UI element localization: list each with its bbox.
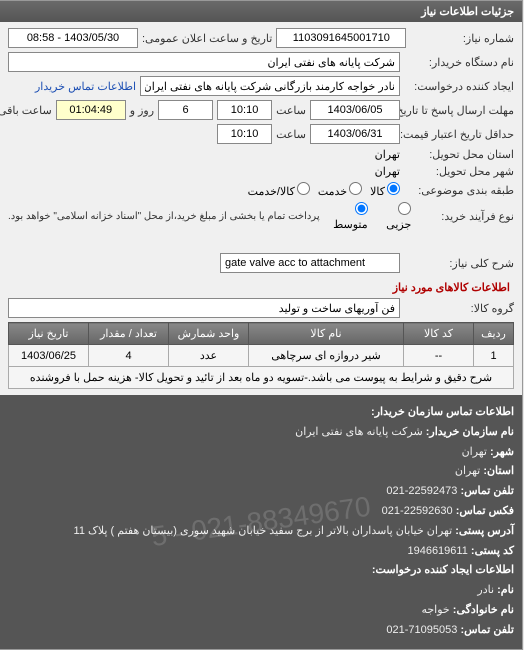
process-note: پرداخت تمام یا بخشی از مبلغ خرید،از محل … [9,211,321,222]
col-row: ردیف [475,323,515,345]
c-city-label: شهر: [491,446,515,458]
cell-date: 1403/06/25 [10,345,90,367]
table-row: 1 -- شیر دروازه ای سرچاهی عدد 4 1403/06/… [10,345,515,367]
c-postal: 1946619611 [408,545,468,557]
table-desc-row: شرح دقیق و شرایط به پیوست می باشد.-تسویه… [10,367,515,389]
radio-small-label[interactable]: جزیی [377,202,413,231]
group-field [9,298,401,318]
subject-type-group: کالا خدمت کالا/خدمت [249,182,401,198]
price-deadline-label: حداقل تاریخ اعتبار قیمت: تا تاریخ: [405,128,515,141]
creator-field [141,76,401,96]
panel-title: جزئیات اطلاعات نیاز [1,1,523,22]
c-city: تهران [463,446,488,458]
c-org: شرکت پایانه های نفتی ایران [296,426,424,438]
radio-medium[interactable] [356,202,369,215]
c-province: تهران [456,465,481,477]
cell-name: شیر دروازه ای سرچاهی [250,345,405,367]
group-label: گروه کالا: [405,302,515,315]
c-name: نادر [478,584,495,596]
c-name-label: نام: [498,584,515,596]
c-address-label: آدرس پستی: [456,525,515,537]
c-phone: 22592473-021 [387,485,458,497]
radio-goods-service-label[interactable]: کالا/خدمت [249,182,311,198]
deadline-label: مهلت ارسال پاسخ تا تاریخ: [405,104,515,117]
process-type-group: جزیی متوسط [325,202,413,231]
remain-label: ساعت باقی مانده [0,104,53,117]
c-lname-label: نام خانوادگی: [454,604,515,616]
need-details-panel: جزئیات اطلاعات نیاز شماره نیاز: تاریخ و … [0,0,524,650]
items-section-title: اطلاعات کالاهای مورد نیاز [9,281,515,294]
radio-service-label[interactable]: خدمت [319,182,363,198]
remain-time-field [57,100,127,120]
c-address: تهران خیابان پاسداران بالاتر از برج سفید… [75,525,454,537]
radio-goods-label[interactable]: کالا [371,182,401,198]
radio-goods-service[interactable] [298,182,311,195]
province-value: تهران [376,148,401,161]
time-label-1: ساعت [277,104,307,117]
time-label-2: ساعت [277,128,307,141]
cell-qty: 4 [90,345,170,367]
price-deadline-time-field [218,124,273,144]
col-date: تاریخ نیاز [10,323,90,345]
price-deadline-date-field [311,124,401,144]
need-no-label: شماره نیاز: [411,32,515,45]
radio-service[interactable] [350,182,363,195]
col-qty: تعداد / مقدار [90,323,170,345]
subject-type-label: طبقه بندی موضوعی: [405,184,515,197]
c-cphone-label: تلفن تماس: [461,624,515,636]
table-header-row: ردیف کد کالا نام کالا واحد شمارش تعداد /… [10,323,515,345]
buyer-org-label: نام دستگاه خریدار: [405,56,515,69]
creator-label: ایجاد کننده درخواست: [405,80,515,93]
c-phone-label: تلفن تماس: [461,485,515,497]
col-code: کد کالا [405,323,475,345]
panel-body: شماره نیاز: تاریخ و ساعت اعلان عمومی: نا… [1,22,523,395]
c-cphone: 71095053-021 [387,624,458,636]
deadline-date-field [311,100,401,120]
cell-row: 1 [475,345,515,367]
need-no-field [277,28,407,48]
c-fax: 22592630-021 [383,505,454,517]
need-title-field [221,253,401,273]
province-label: استان محل تحویل: [405,148,515,161]
need-title-label: شرح کلی نیاز: [405,257,515,270]
cell-desc: شرح دقیق و شرایط به پیوست می باشد.-تسویه… [10,367,515,389]
col-unit: واحد شمارش [170,323,250,345]
buyer-org-field [9,52,401,72]
radio-medium-label[interactable]: متوسط [325,202,369,231]
contact-block: 021-88349670 - 5 اطلاعات تماس سازمان خری… [1,395,523,649]
days-field [159,100,214,120]
c-org-label: نام سازمان خریدار: [427,426,515,438]
radio-goods[interactable] [388,182,401,195]
deadline-time-field [218,100,273,120]
buyer-contact-link[interactable]: اطلاعات تماس خریدار [36,80,137,93]
c-lname: خواجه [422,604,450,616]
announce-field [9,28,139,48]
city-value: تهران [376,165,401,178]
creator-header: اطلاعات ایجاد کننده درخواست: [373,564,515,576]
col-name: نام کالا [250,323,405,345]
cell-unit: عدد [170,345,250,367]
cell-code: -- [405,345,475,367]
items-table: ردیف کد کالا نام کالا واحد شمارش تعداد /… [9,322,515,389]
contact-header: اطلاعات تماس سازمان خریدار: [372,406,515,418]
days-label: روز و [131,104,155,117]
c-fax-label: فکس تماس: [457,505,515,517]
c-postal-label: کد پستی: [472,545,515,557]
radio-small[interactable] [399,202,412,215]
process-type-label: نوع فرآیند خرید: [416,210,515,223]
announce-label: تاریخ و ساعت اعلان عمومی: [143,32,273,45]
city-label: شهر محل تحویل: [405,165,515,178]
c-province-label: استان: [484,465,515,477]
